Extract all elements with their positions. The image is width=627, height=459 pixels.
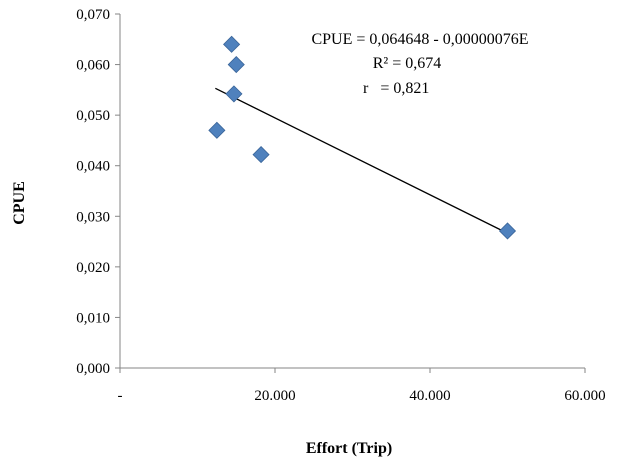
data-point bbox=[498, 222, 517, 240]
y-tick-label: 0,030 bbox=[76, 209, 110, 225]
y-tick-label: 0,050 bbox=[76, 108, 110, 124]
data-points bbox=[208, 35, 517, 240]
r-annotation: r = 0,821 bbox=[363, 80, 429, 97]
axes bbox=[119, 14, 585, 369]
x-tick-label: 60.000 bbox=[564, 388, 605, 404]
data-point bbox=[223, 35, 241, 53]
y-tick-label: 0,060 bbox=[76, 58, 110, 74]
data-point bbox=[227, 56, 245, 74]
trendline bbox=[215, 87, 508, 234]
trendline-group bbox=[215, 87, 508, 234]
x-tick-label: 40.000 bbox=[409, 388, 450, 404]
y-tick-label: 0,070 bbox=[76, 7, 110, 23]
data-point bbox=[252, 146, 270, 164]
x-tick-label: - bbox=[118, 388, 123, 404]
r-squared-annotation: R² = 0,674 bbox=[373, 55, 442, 72]
data-point bbox=[208, 121, 226, 139]
y-tick-label: 0,020 bbox=[76, 260, 110, 276]
y-tick-label: 0,000 bbox=[76, 361, 110, 377]
x-axis-ticks: - 20.000 40.000 60.000 bbox=[118, 368, 606, 404]
x-axis-title: Effort (Trip) bbox=[306, 440, 392, 457]
equation-annotation: CPUE = 0,064648 - 0,00000076E bbox=[311, 31, 528, 48]
x-tick-label: 20.000 bbox=[254, 388, 295, 404]
y-axis-title: CPUE bbox=[11, 181, 28, 225]
y-tick-label: 0,010 bbox=[76, 310, 110, 326]
y-tick-label: 0,040 bbox=[76, 159, 110, 175]
y-axis-ticks: 0,000 0,010 0,020 0,030 0,040 0,050 0,060 0,070 bbox=[76, 7, 120, 377]
data-point bbox=[225, 85, 243, 103]
